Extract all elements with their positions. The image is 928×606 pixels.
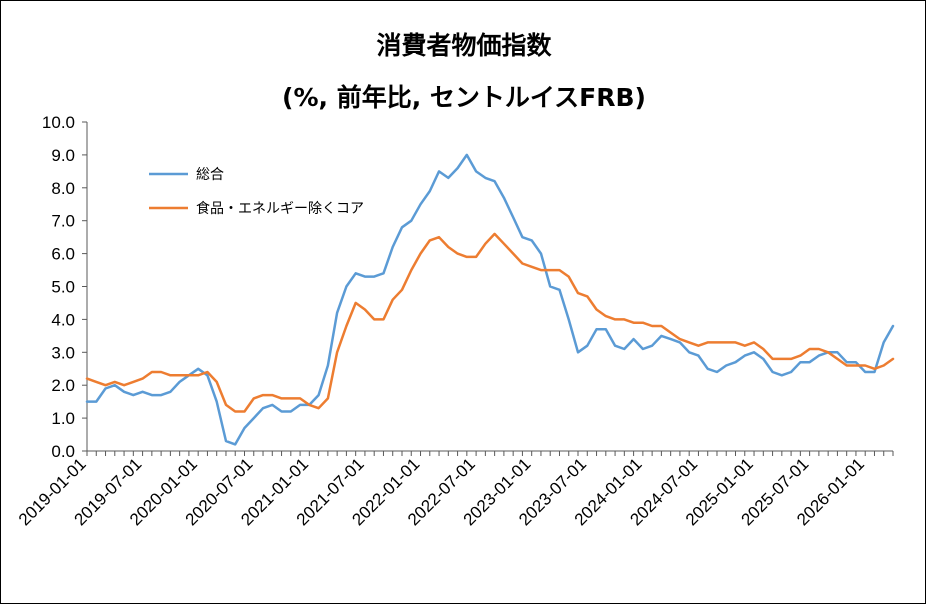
- y-tick-label: 1.0: [51, 409, 75, 428]
- y-tick-label: 0.0: [51, 442, 75, 461]
- legend-label: 食品・エネルギー除くコア: [196, 200, 364, 217]
- x-axis: 2019-01-012019-07-012020-01-012020-07-01…: [15, 450, 894, 529]
- y-tick-label: 6.0: [51, 245, 75, 264]
- y-tick-label: 4.0: [51, 310, 75, 329]
- legend-item-total: 総合: [149, 167, 224, 183]
- legend-item-core: 食品・エネルギー除くコア: [149, 200, 364, 217]
- y-tick-label: 9.0: [51, 146, 75, 165]
- y-tick-label: 2.0: [51, 376, 75, 395]
- legend-label: 総合: [196, 167, 224, 183]
- y-axis: 0.0 1.0 2.0 3.0 4.0 5.0 6.0 7.0 8.0 9.0 10.0: [42, 113, 88, 461]
- chart-subtitle: (%, 前年比, セントルイスFRB): [282, 83, 646, 112]
- y-tick-label: 7.0: [51, 212, 75, 231]
- y-tick-label: 8.0: [51, 179, 75, 198]
- series-lines: [85, 153, 895, 446]
- total-series-line: [85, 153, 895, 446]
- y-tick-label: 5.0: [51, 278, 75, 297]
- y-tick-label: 10.0: [42, 113, 75, 132]
- core-series-line: [85, 232, 895, 413]
- y-tick-label: 3.0: [51, 343, 75, 362]
- chart-title: 消費者物価指数: [376, 31, 552, 60]
